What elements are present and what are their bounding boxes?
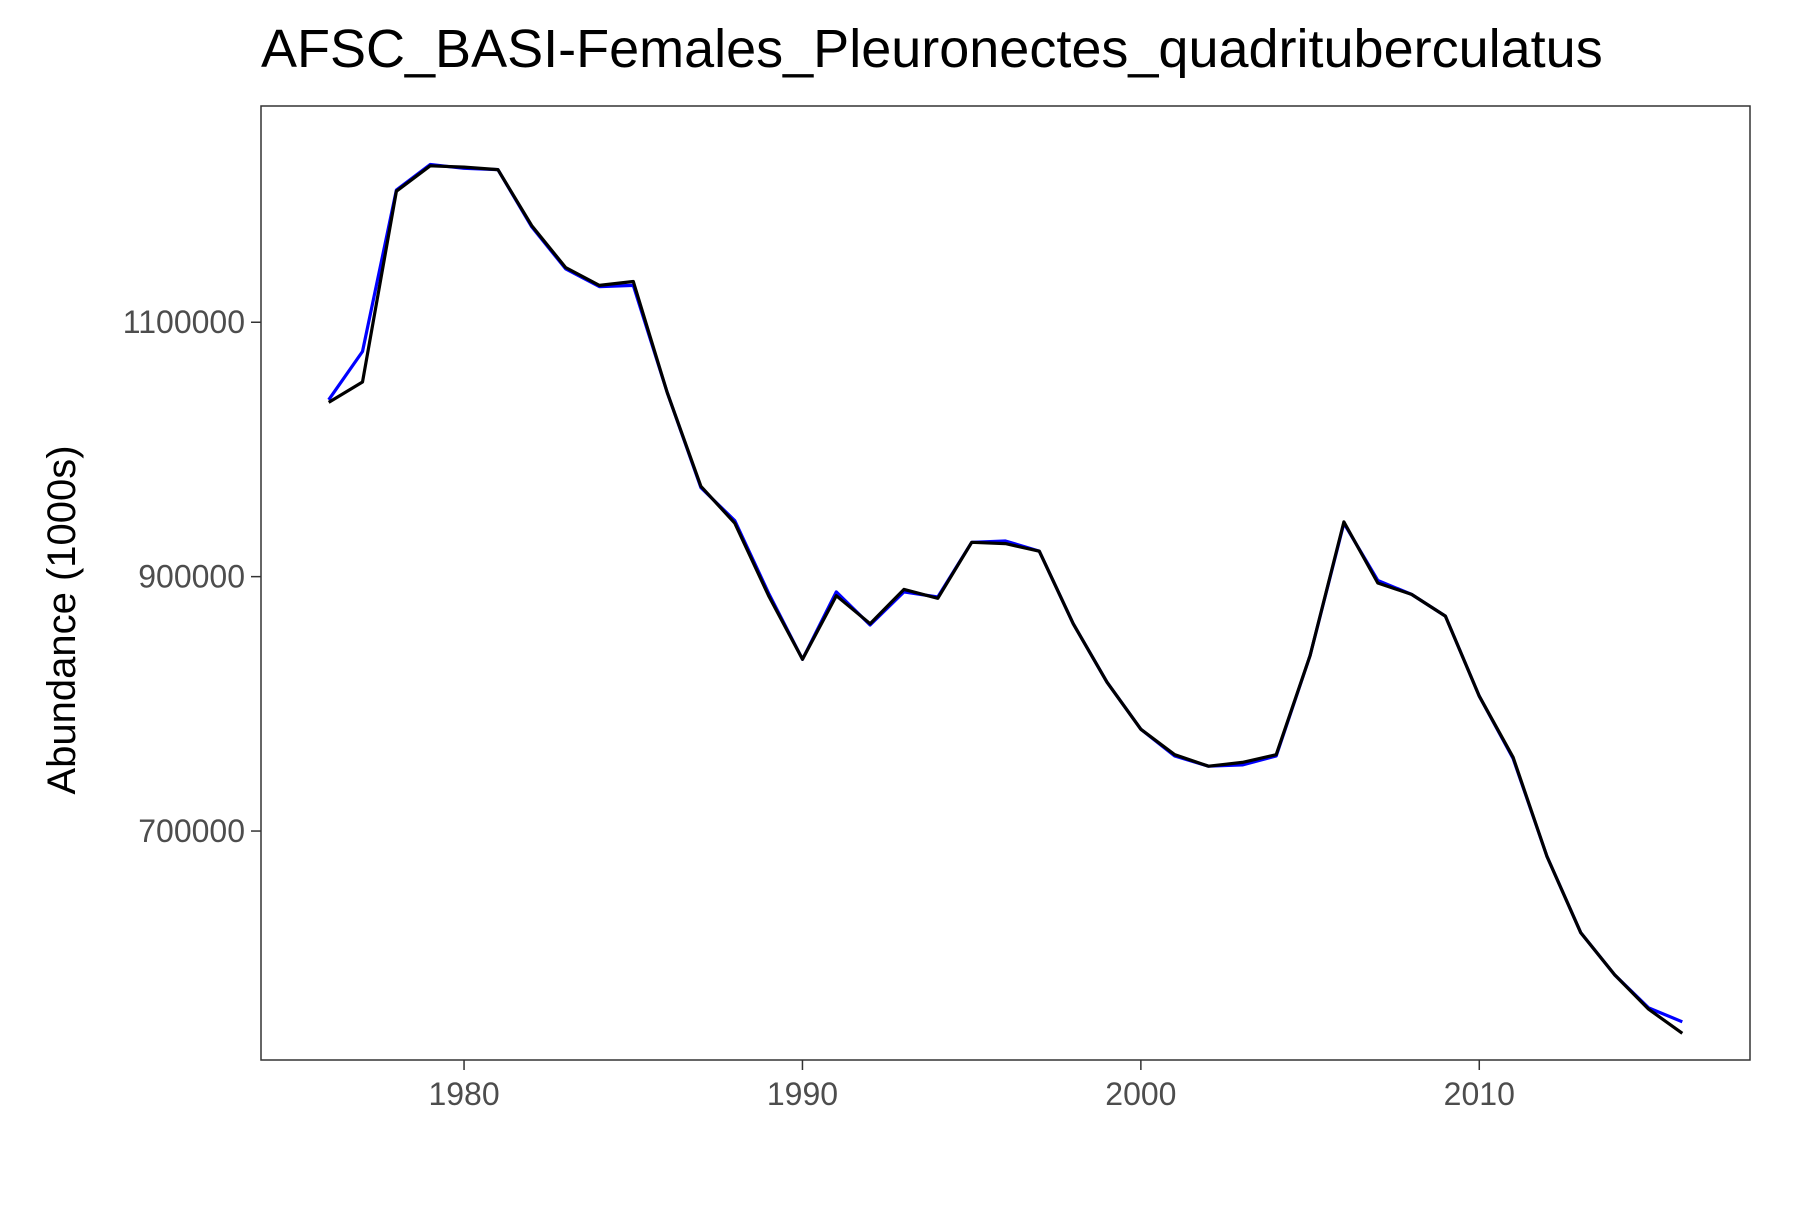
x-tick-label: 1980 <box>428 1076 499 1112</box>
y-axis: 700000 900000 1100000 <box>123 304 261 849</box>
x-tick-label: 2010 <box>1444 1076 1515 1112</box>
x-axis: 1980 1990 2000 2010 <box>428 1060 1515 1112</box>
y-tick-label: 900000 <box>138 559 245 595</box>
series-layer <box>327 162 1684 1035</box>
x-tick-label: 1990 <box>767 1076 838 1112</box>
y-axis-label: Abundance (1000s) <box>40 445 84 794</box>
y-tick-label: 700000 <box>138 813 245 849</box>
x-tick-label: 2000 <box>1105 1076 1176 1112</box>
y-tick-label: 1100000 <box>123 304 245 340</box>
panel-border <box>260 105 1751 1061</box>
chart-title: AFSC_BASI-Females_Pleuronectes_quadritub… <box>261 19 1603 79</box>
series-line-2 <box>327 164 1684 1035</box>
